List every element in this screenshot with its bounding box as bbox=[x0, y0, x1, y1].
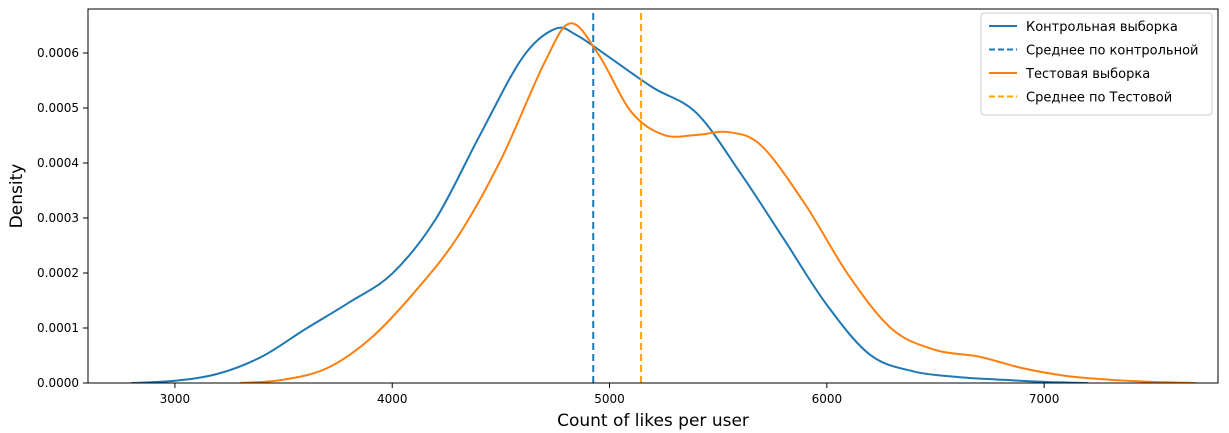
y-tick-label: 0.0005 bbox=[37, 101, 79, 115]
axes: 3000 4000 5000 6000 7000 0.0000 0.0001 0.0002 0.… bbox=[37, 8, 1219, 406]
y-tick-label: 0.0004 bbox=[37, 156, 79, 170]
legend-box bbox=[980, 12, 1213, 116]
series-test-density-line bbox=[240, 22, 1197, 383]
series-control-density-line bbox=[131, 26, 1088, 383]
legend-label: Тестовая выборка bbox=[1025, 67, 1150, 82]
legend-label: Среднее по Тестовой bbox=[1026, 91, 1172, 106]
x-tick-label: 7000 bbox=[1029, 392, 1060, 406]
x-tick-label: 4000 bbox=[377, 392, 408, 406]
y-tick-label: 0.0000 bbox=[37, 376, 79, 390]
y-axis-label: Density bbox=[7, 164, 27, 229]
x-tick-label: 3000 bbox=[160, 392, 191, 406]
legend: Контрольная выборка Среднее по контрольно… bbox=[980, 12, 1213, 116]
y-tick-label: 0.0003 bbox=[37, 211, 79, 225]
plot-frame bbox=[87, 8, 1219, 384]
x-tick-label: 6000 bbox=[812, 392, 843, 406]
x-axis-label: Count of likes per user bbox=[557, 411, 749, 431]
y-tick-label: 0.0002 bbox=[37, 266, 79, 280]
plot-area bbox=[131, 9, 1197, 383]
y-tick-label: 0.0001 bbox=[37, 321, 79, 335]
legend-label: Среднее по контрольной bbox=[1026, 44, 1199, 59]
x-tick-label: 5000 bbox=[594, 392, 625, 406]
y-tick-label: 0.0006 bbox=[37, 46, 79, 60]
legend-label: Контрольная выборка bbox=[1026, 20, 1178, 35]
